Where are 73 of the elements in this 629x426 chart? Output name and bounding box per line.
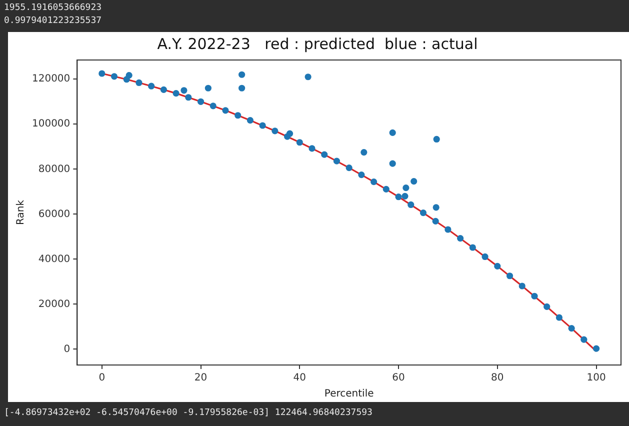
point (246, 117, 254, 124)
point (333, 158, 340, 164)
point (432, 204, 440, 211)
point (98, 70, 106, 77)
y-tick-label: 100000 (32, 118, 70, 130)
text: 1955.1916053666923 (4, 2, 103, 15)
x-tick-label: 0 (98, 372, 106, 384)
chart-title: A.Y. 2022-23 red : predicted blue : actual (157, 34, 478, 53)
point (370, 178, 378, 186)
y-tick-label: 40000 (38, 254, 70, 265)
point (234, 112, 242, 119)
point (544, 303, 550, 310)
point (358, 171, 365, 178)
text: [-4.86973432e+02 -6.54570476e+00 -9.17955826e-03] 122464.96840237593 (4, 407, 374, 420)
point (410, 178, 418, 185)
point (238, 71, 246, 78)
point (506, 272, 514, 280)
point (360, 148, 368, 156)
point (408, 201, 414, 208)
point (389, 160, 396, 167)
point (444, 226, 452, 233)
x-tick-label: 40 (293, 372, 306, 384)
point (126, 72, 132, 79)
x-tick-label: 80 (491, 372, 504, 384)
point (185, 94, 192, 101)
point (272, 128, 278, 134)
point (518, 282, 526, 290)
point (420, 210, 427, 216)
point (180, 87, 188, 94)
point (172, 90, 180, 97)
point (402, 192, 408, 200)
y-tick-label: 80000 (38, 164, 70, 175)
point (556, 314, 562, 321)
point (286, 130, 294, 137)
point (346, 164, 352, 172)
y-axis-title: Rank (16, 200, 27, 225)
point (389, 129, 396, 136)
x-tick-label: 100 (586, 372, 606, 384)
x-tick-label: 20 (194, 372, 208, 384)
y-tick-label: 60000 (38, 208, 70, 220)
point (457, 234, 464, 242)
point (308, 145, 316, 152)
point (296, 139, 303, 146)
point (382, 186, 390, 193)
point (395, 194, 402, 200)
text: 0.9979401223235537 (4, 15, 103, 28)
point (238, 84, 246, 92)
point (136, 79, 142, 86)
point (321, 151, 328, 158)
point (592, 345, 600, 352)
point (580, 336, 588, 343)
point (110, 73, 118, 80)
point (222, 107, 229, 114)
point (210, 102, 216, 110)
point (433, 136, 440, 143)
y-tick-label: 20000 (38, 298, 70, 310)
point (304, 74, 312, 80)
point (432, 218, 439, 224)
point (197, 98, 204, 105)
y-tick-label: 0 (64, 344, 70, 355)
point (469, 244, 476, 251)
x-tick-label: 60 (392, 372, 405, 384)
point (148, 82, 155, 90)
point (568, 325, 575, 332)
point (259, 122, 266, 129)
point (204, 84, 212, 92)
x-axis-title: Percentile (324, 388, 374, 400)
point (531, 292, 538, 300)
y-tick-label: 120000 (32, 74, 70, 85)
point (494, 262, 501, 270)
point (160, 86, 167, 94)
point (402, 184, 410, 192)
point (482, 253, 488, 260)
